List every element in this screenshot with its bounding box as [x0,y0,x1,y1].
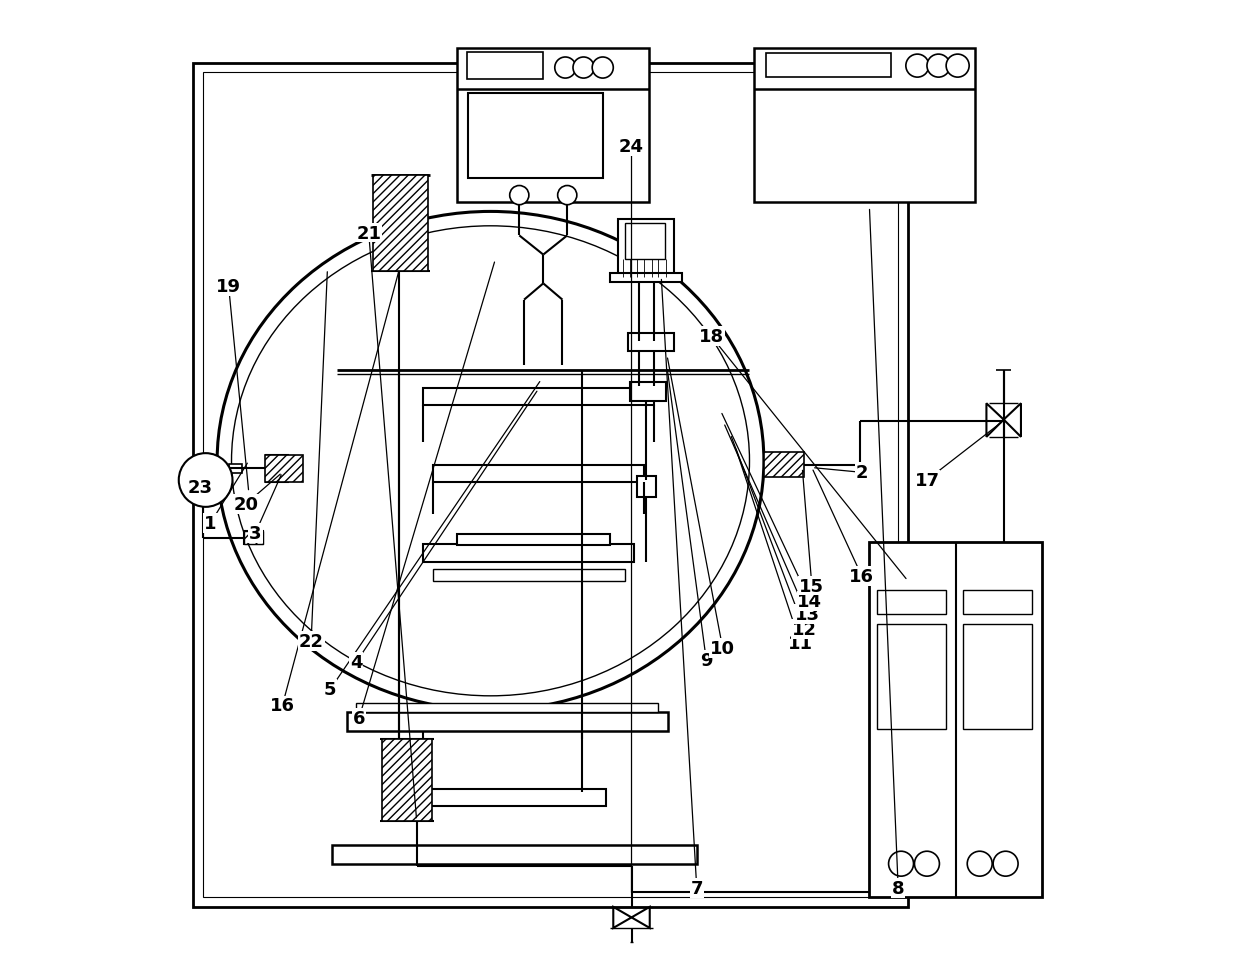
Bar [963,625,1033,729]
Text: 12: 12 [791,620,817,638]
Bar [265,456,304,482]
Circle shape [889,851,914,876]
Bar [244,531,263,545]
Bar [466,53,543,80]
Text: 6: 6 [353,709,366,727]
Bar [433,570,625,581]
Bar [244,531,263,545]
Text: 17: 17 [914,472,940,489]
Text: 1: 1 [205,515,217,532]
Text: 21: 21 [356,224,381,242]
Text: 5: 5 [324,680,336,699]
Bar [610,274,682,283]
Bar [372,176,428,272]
Bar [877,591,946,615]
Text: 9: 9 [701,652,713,670]
Circle shape [993,851,1018,876]
Bar [404,789,605,806]
Text: 23: 23 [187,479,212,496]
Bar [433,465,644,482]
Circle shape [928,55,950,78]
Text: 16: 16 [270,697,295,715]
Bar [347,712,668,731]
Bar [228,464,242,474]
Circle shape [946,55,970,78]
Text: 2: 2 [856,464,868,481]
Circle shape [554,58,575,79]
Bar [963,591,1033,615]
Text: 4: 4 [350,653,362,672]
Bar [754,49,975,203]
Text: 14: 14 [797,592,822,610]
Circle shape [179,454,232,507]
Circle shape [510,186,529,206]
Text: 8: 8 [892,878,904,897]
Text: 19: 19 [216,278,241,296]
Bar [637,477,656,498]
Text: 24: 24 [619,138,644,156]
Ellipse shape [217,212,764,710]
Bar [456,49,649,203]
Text: 3: 3 [249,524,262,542]
Text: 10: 10 [711,639,735,657]
Bar [456,534,610,546]
Circle shape [573,58,594,79]
Circle shape [914,851,940,876]
Bar [869,543,1042,898]
Bar [877,625,946,729]
Bar [423,545,635,562]
Circle shape [593,58,614,79]
Text: 7: 7 [691,878,703,897]
Bar [625,224,665,260]
Bar [332,845,697,864]
Bar [764,453,805,478]
Circle shape [558,186,577,206]
Circle shape [906,55,929,78]
Bar [469,94,603,179]
Bar [382,739,432,821]
Text: 18: 18 [698,328,724,346]
Bar [202,73,898,898]
Text: 20: 20 [233,496,258,513]
Circle shape [967,851,992,876]
Text: 13: 13 [795,605,820,624]
Text: 22: 22 [299,632,324,651]
Bar [423,388,653,406]
Ellipse shape [232,227,749,696]
Bar [618,220,673,278]
Text: 11: 11 [787,634,813,653]
Bar [630,382,666,402]
Bar [193,63,908,907]
Bar [356,702,658,712]
Bar [627,333,673,351]
Text: 16: 16 [849,567,874,585]
Text: 15: 15 [800,577,825,595]
Bar [766,54,890,78]
